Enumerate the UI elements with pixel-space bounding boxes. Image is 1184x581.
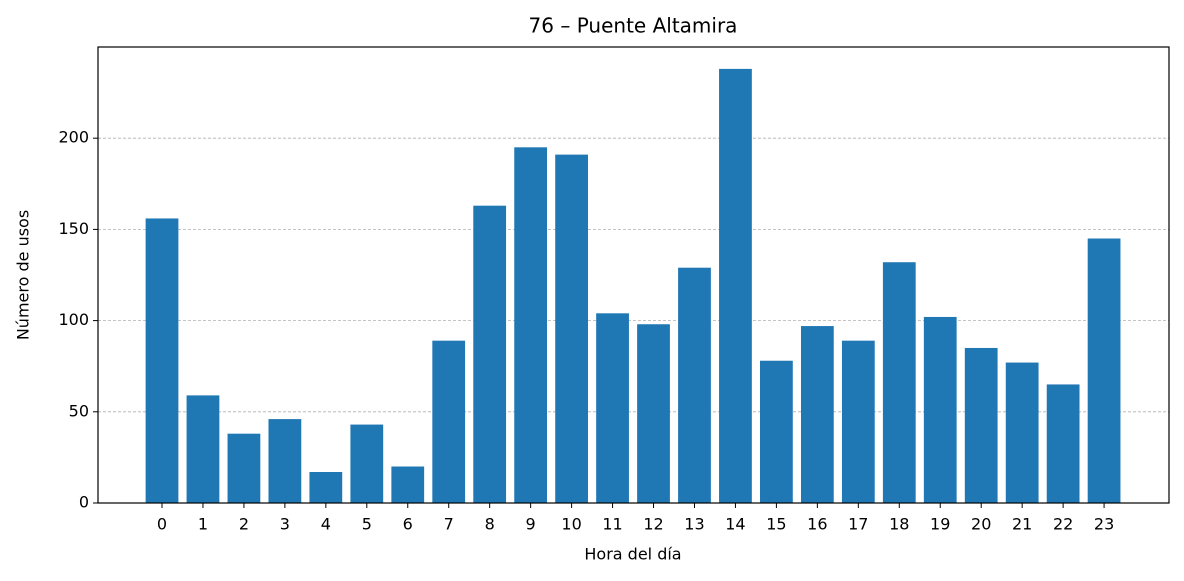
bar [760,360,793,503]
bar [678,267,711,503]
x-tick-label: 10 [561,515,581,534]
y-tick-label: 50 [69,401,89,420]
plot-frame [97,46,1170,504]
x-tick-label: 18 [889,515,909,534]
y-axis-label: Número de usos [14,210,33,340]
x-tick-label: 13 [684,515,704,534]
x-tick-label: 3 [280,515,290,534]
x-tick-label: 7 [444,515,454,534]
bar [1046,384,1080,503]
bar [800,326,834,503]
bar [1087,238,1121,503]
bar [350,424,384,503]
x-tick-label: 11 [602,515,622,534]
bar [923,316,957,503]
bar [473,205,507,504]
bar [514,147,548,503]
bar [186,395,220,503]
x-tick-label: 4 [321,515,331,534]
x-tick-label: 14 [725,515,745,534]
bar [391,466,425,503]
bar [882,262,916,503]
x-tick-label: 12 [643,515,663,534]
bar [637,324,670,503]
bar [309,471,343,503]
x-tick-label: 21 [1012,515,1032,534]
x-tick-label: 15 [766,515,786,534]
y-tick-label: 200 [58,128,89,147]
bar [964,347,998,503]
bar [227,433,261,503]
y-tick-label: 0 [79,493,89,512]
bar [268,419,302,503]
bar [841,340,875,503]
x-tick-label: 6 [403,515,413,534]
bar [1005,362,1039,503]
x-tick-label: 23 [1094,515,1114,534]
x-tick-label: 5 [362,515,372,534]
x-tick-label: 9 [526,515,536,534]
y-tick-label: 150 [58,219,89,238]
x-tick-label: 2 [239,515,249,534]
x-tick-label: 22 [1053,515,1073,534]
x-tick-label: 1 [198,515,208,534]
bar [555,154,588,503]
x-tick-label: 19 [930,515,950,534]
x-axis-label: Hora del día [584,545,681,564]
bar [432,340,466,503]
bar [145,218,179,503]
x-tick-label: 20 [971,515,991,534]
chart-title: 76 – Puente Altamira [529,14,738,38]
y-tick-label: 100 [58,310,89,329]
bar [719,68,752,503]
bar [596,313,629,503]
x-tick-label: 16 [807,515,827,534]
x-tick-label: 8 [485,515,495,534]
x-tick-label: 17 [848,515,868,534]
x-tick-label: 0 [157,515,167,534]
